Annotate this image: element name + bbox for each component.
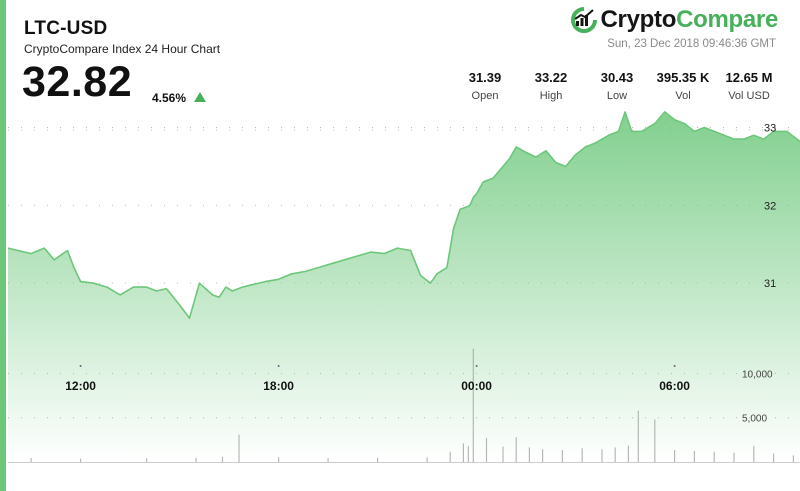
- price-area: [7, 111, 800, 463]
- volume-tick-label: 10,000: [742, 369, 773, 380]
- pair-title: LTC-USD: [24, 18, 108, 39]
- current-price: 32.82: [22, 58, 133, 106]
- x-tick-mark: [277, 365, 280, 367]
- price-area-fill: [8, 111, 800, 463]
- x-tick-label: 06:00: [659, 379, 690, 393]
- stats-panel: 31.39 Open 33.22 High 30.43 Low 395.35 K…: [452, 70, 782, 102]
- stat-label: Open: [471, 90, 499, 102]
- cryptocompare-logo[interactable]: Crypto Compare: [567, 6, 778, 34]
- stat-vol: 395.35 K Vol: [650, 70, 716, 102]
- x-tick-label: 00:00: [461, 379, 492, 393]
- logo-text-crypto: Crypto: [600, 6, 677, 33]
- x-tick-mark: [475, 365, 478, 367]
- y-tick-label: 32: [764, 200, 776, 212]
- stat-value: 395.35 K: [656, 70, 710, 85]
- stat-label: Vol USD: [728, 90, 770, 102]
- stat-value: 12.65 M: [725, 70, 773, 85]
- price-change-percent: 4.56%: [152, 91, 187, 105]
- stat-value: 30.43: [600, 70, 634, 85]
- x-tick-mark: [673, 365, 676, 367]
- chart-subtitle: CryptoCompare Index 24 Hour Chart: [24, 42, 221, 56]
- y-tick-label: 33: [764, 122, 776, 134]
- stat-value: 33.22: [534, 70, 568, 85]
- stat-open: 31.39 Open: [452, 70, 518, 102]
- x-tick-mark: [79, 365, 82, 367]
- x-tick-label: 12:00: [65, 379, 96, 393]
- x-tick-label: 18:00: [263, 379, 294, 393]
- stat-label: High: [539, 90, 563, 102]
- timestamp: Sun, 23 Dec 2018 09:46:36 GMT: [607, 38, 776, 50]
- stat-label: Low: [606, 90, 628, 102]
- logo-text-compare: Compare: [676, 6, 778, 33]
- stat-label: Vol: [675, 90, 691, 102]
- stat-vol-usd: 12.65 M Vol USD: [716, 70, 782, 102]
- price-line: [7, 111, 800, 319]
- volume-tick-label: 5,000: [742, 414, 767, 425]
- y-tick-label: 31: [764, 278, 776, 290]
- stat-value: 31.39: [468, 70, 502, 85]
- stat-high: 33.22 High: [518, 70, 584, 102]
- left-accent-bar: [0, 0, 6, 491]
- stat-low: 30.43 Low: [584, 70, 650, 102]
- axis-labels: 31 32 33 10,000 5,000 12:00 18:00 00:00 06:00: [65, 122, 776, 424]
- up-arrow-icon: [194, 92, 206, 102]
- logo-mark-icon: [570, 7, 597, 33]
